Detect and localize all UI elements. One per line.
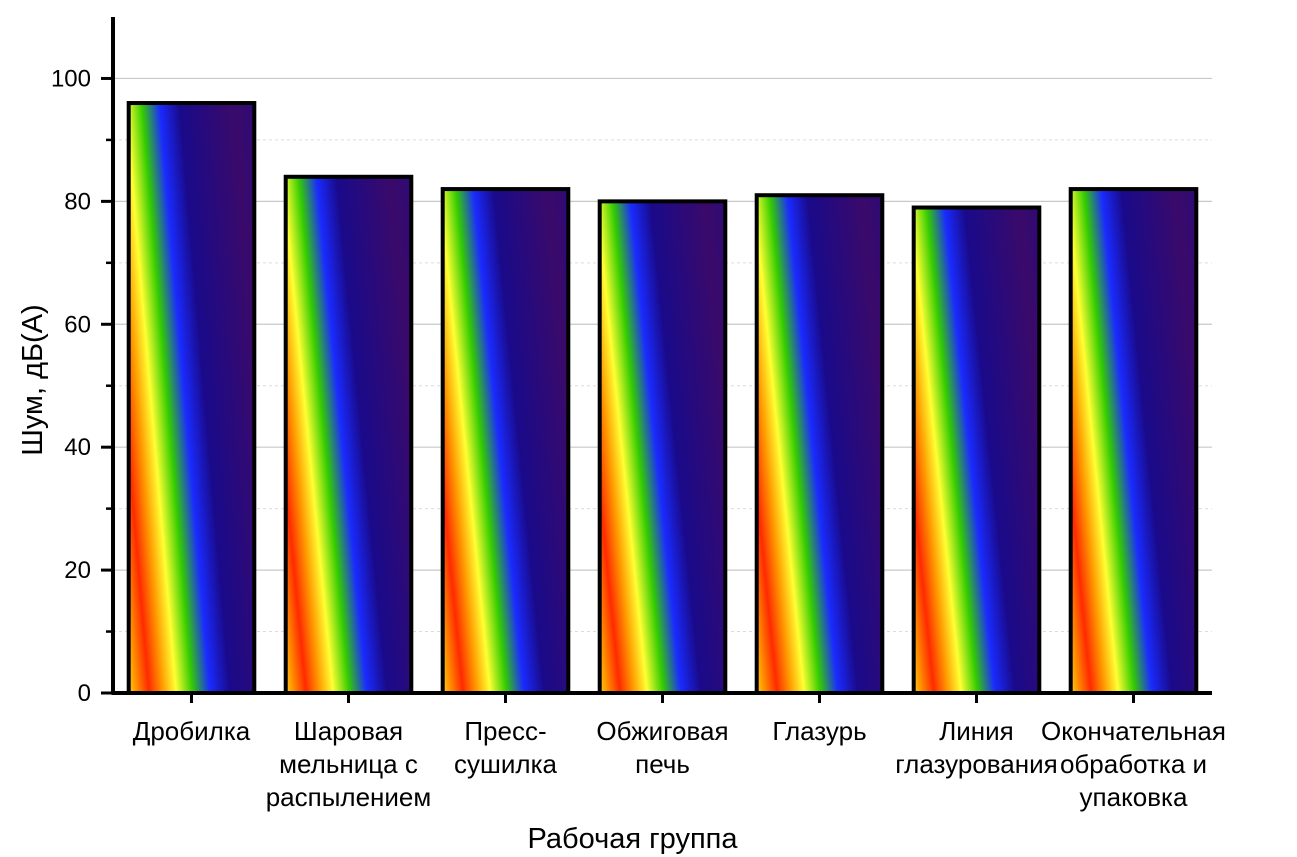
x-category-label: Линия глазурования xyxy=(895,716,1057,779)
axes xyxy=(101,17,1212,703)
x-category-label-line: Окончательная xyxy=(1041,716,1226,746)
x-category-label-line: Дробилка xyxy=(133,716,251,746)
x-category-label-line: мельница с xyxy=(279,749,418,779)
y-tick-label: 20 xyxy=(64,557,91,584)
x-category-label-line: Глазурь xyxy=(772,716,866,746)
x-category-label: Шаровая мельница с распылением xyxy=(266,716,432,812)
x-category-label: Окончательная обработка и упаковка xyxy=(1041,716,1226,812)
x-category-label: Глазурь xyxy=(772,716,866,746)
x-category-label-line: печь xyxy=(635,749,690,779)
x-category-label: Дробилка xyxy=(133,716,251,746)
x-category-label: Обжиговая печь xyxy=(596,716,728,779)
x-category-label: Пресс-сушилка xyxy=(454,716,557,779)
y-tick-label: 0 xyxy=(78,680,91,707)
bar-5 xyxy=(754,193,885,696)
bar-7 xyxy=(1068,187,1199,695)
x-category-labels: Дробилка Шаровая мельница с распылением Прес… xyxy=(133,716,1226,812)
y-tick-labels: 0 20 40 60 80 100 xyxy=(51,65,91,707)
y-tick-label: 60 xyxy=(64,311,91,338)
y-axis-title: Шум, дБ(А) xyxy=(17,304,49,455)
y-tick-label: 100 xyxy=(51,65,91,92)
x-category-label-line: распылением xyxy=(266,782,432,812)
y-tick-label: 80 xyxy=(64,188,91,215)
x-category-label-line: сушилка xyxy=(454,749,557,779)
x-category-label-line: Шаровая xyxy=(294,716,403,746)
x-category-label-line: обработка и xyxy=(1060,749,1207,779)
x-category-label-line: Пресс- xyxy=(464,716,546,746)
y-tick-label: 40 xyxy=(64,434,91,461)
bar-3 xyxy=(440,187,571,695)
bar-6 xyxy=(911,205,1042,695)
x-category-label-line: глазурования xyxy=(895,749,1057,779)
x-category-label-line: упаковка xyxy=(1080,782,1188,812)
bars xyxy=(126,101,1199,696)
x-category-label-line: Линия xyxy=(939,716,1014,746)
bar-1 xyxy=(126,101,257,695)
x-axis-title: Рабочая группа xyxy=(527,823,738,855)
bar-2 xyxy=(283,174,414,696)
x-category-label-line: Обжиговая xyxy=(596,716,728,746)
bar-4 xyxy=(597,199,728,695)
